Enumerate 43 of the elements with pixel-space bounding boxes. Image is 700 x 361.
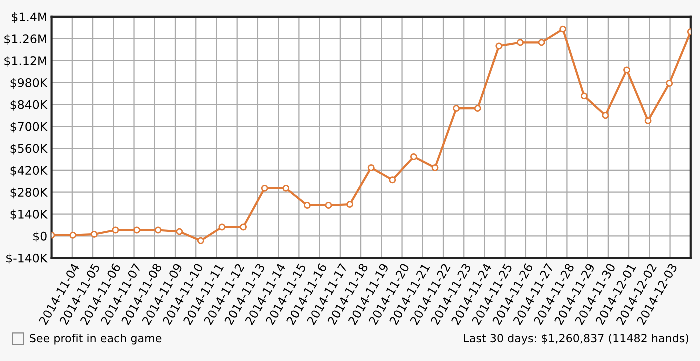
- y-tick-label: $0: [34, 232, 47, 242]
- y-tick-label: $700K: [10, 122, 48, 133]
- point: [282, 184, 290, 192]
- point: [666, 80, 674, 87]
- point: [432, 164, 439, 172]
- y-tick-label: $1.4M: [12, 12, 46, 24]
- text: Last 30 days: $1,260,837 (11482 hands): [464, 334, 689, 345]
- point: [453, 105, 460, 112]
- point: [410, 153, 418, 160]
- point: [517, 39, 524, 46]
- point: [197, 237, 204, 244]
- point: [580, 92, 588, 100]
- point: [644, 117, 652, 124]
- point: [496, 42, 503, 50]
- y-tick-label: $980K: [10, 78, 48, 89]
- point: [304, 202, 311, 209]
- y-tick-label: $1.12M: [4, 56, 46, 68]
- y-tick-label: $280K: [10, 188, 48, 199]
- y-tick-label: $840K: [10, 100, 48, 111]
- point: [112, 226, 120, 234]
- point: [624, 66, 630, 74]
- point: [325, 202, 332, 209]
- point: [176, 228, 184, 236]
- point: [261, 184, 268, 192]
- point: [538, 39, 546, 46]
- point: [560, 26, 567, 33]
- point: [389, 176, 396, 184]
- text: See profit in each game: [30, 334, 162, 345]
- point: [368, 164, 375, 172]
- point: [602, 112, 610, 120]
- y-tick-label: $140K: [10, 210, 48, 220]
- point: [240, 224, 248, 231]
- y-tick-label: $560K: [10, 144, 48, 155]
- point: [154, 226, 162, 234]
- y-tick-label: $420K: [10, 166, 48, 177]
- point: [474, 105, 482, 112]
- point: [346, 201, 354, 208]
- point: [134, 226, 140, 234]
- point: [218, 224, 226, 231]
- point: [90, 230, 98, 238]
- y-tick-label: $1.26M: [4, 34, 46, 46]
- y-tick-label: $-140K: [6, 254, 48, 264]
- point: [70, 232, 77, 239]
